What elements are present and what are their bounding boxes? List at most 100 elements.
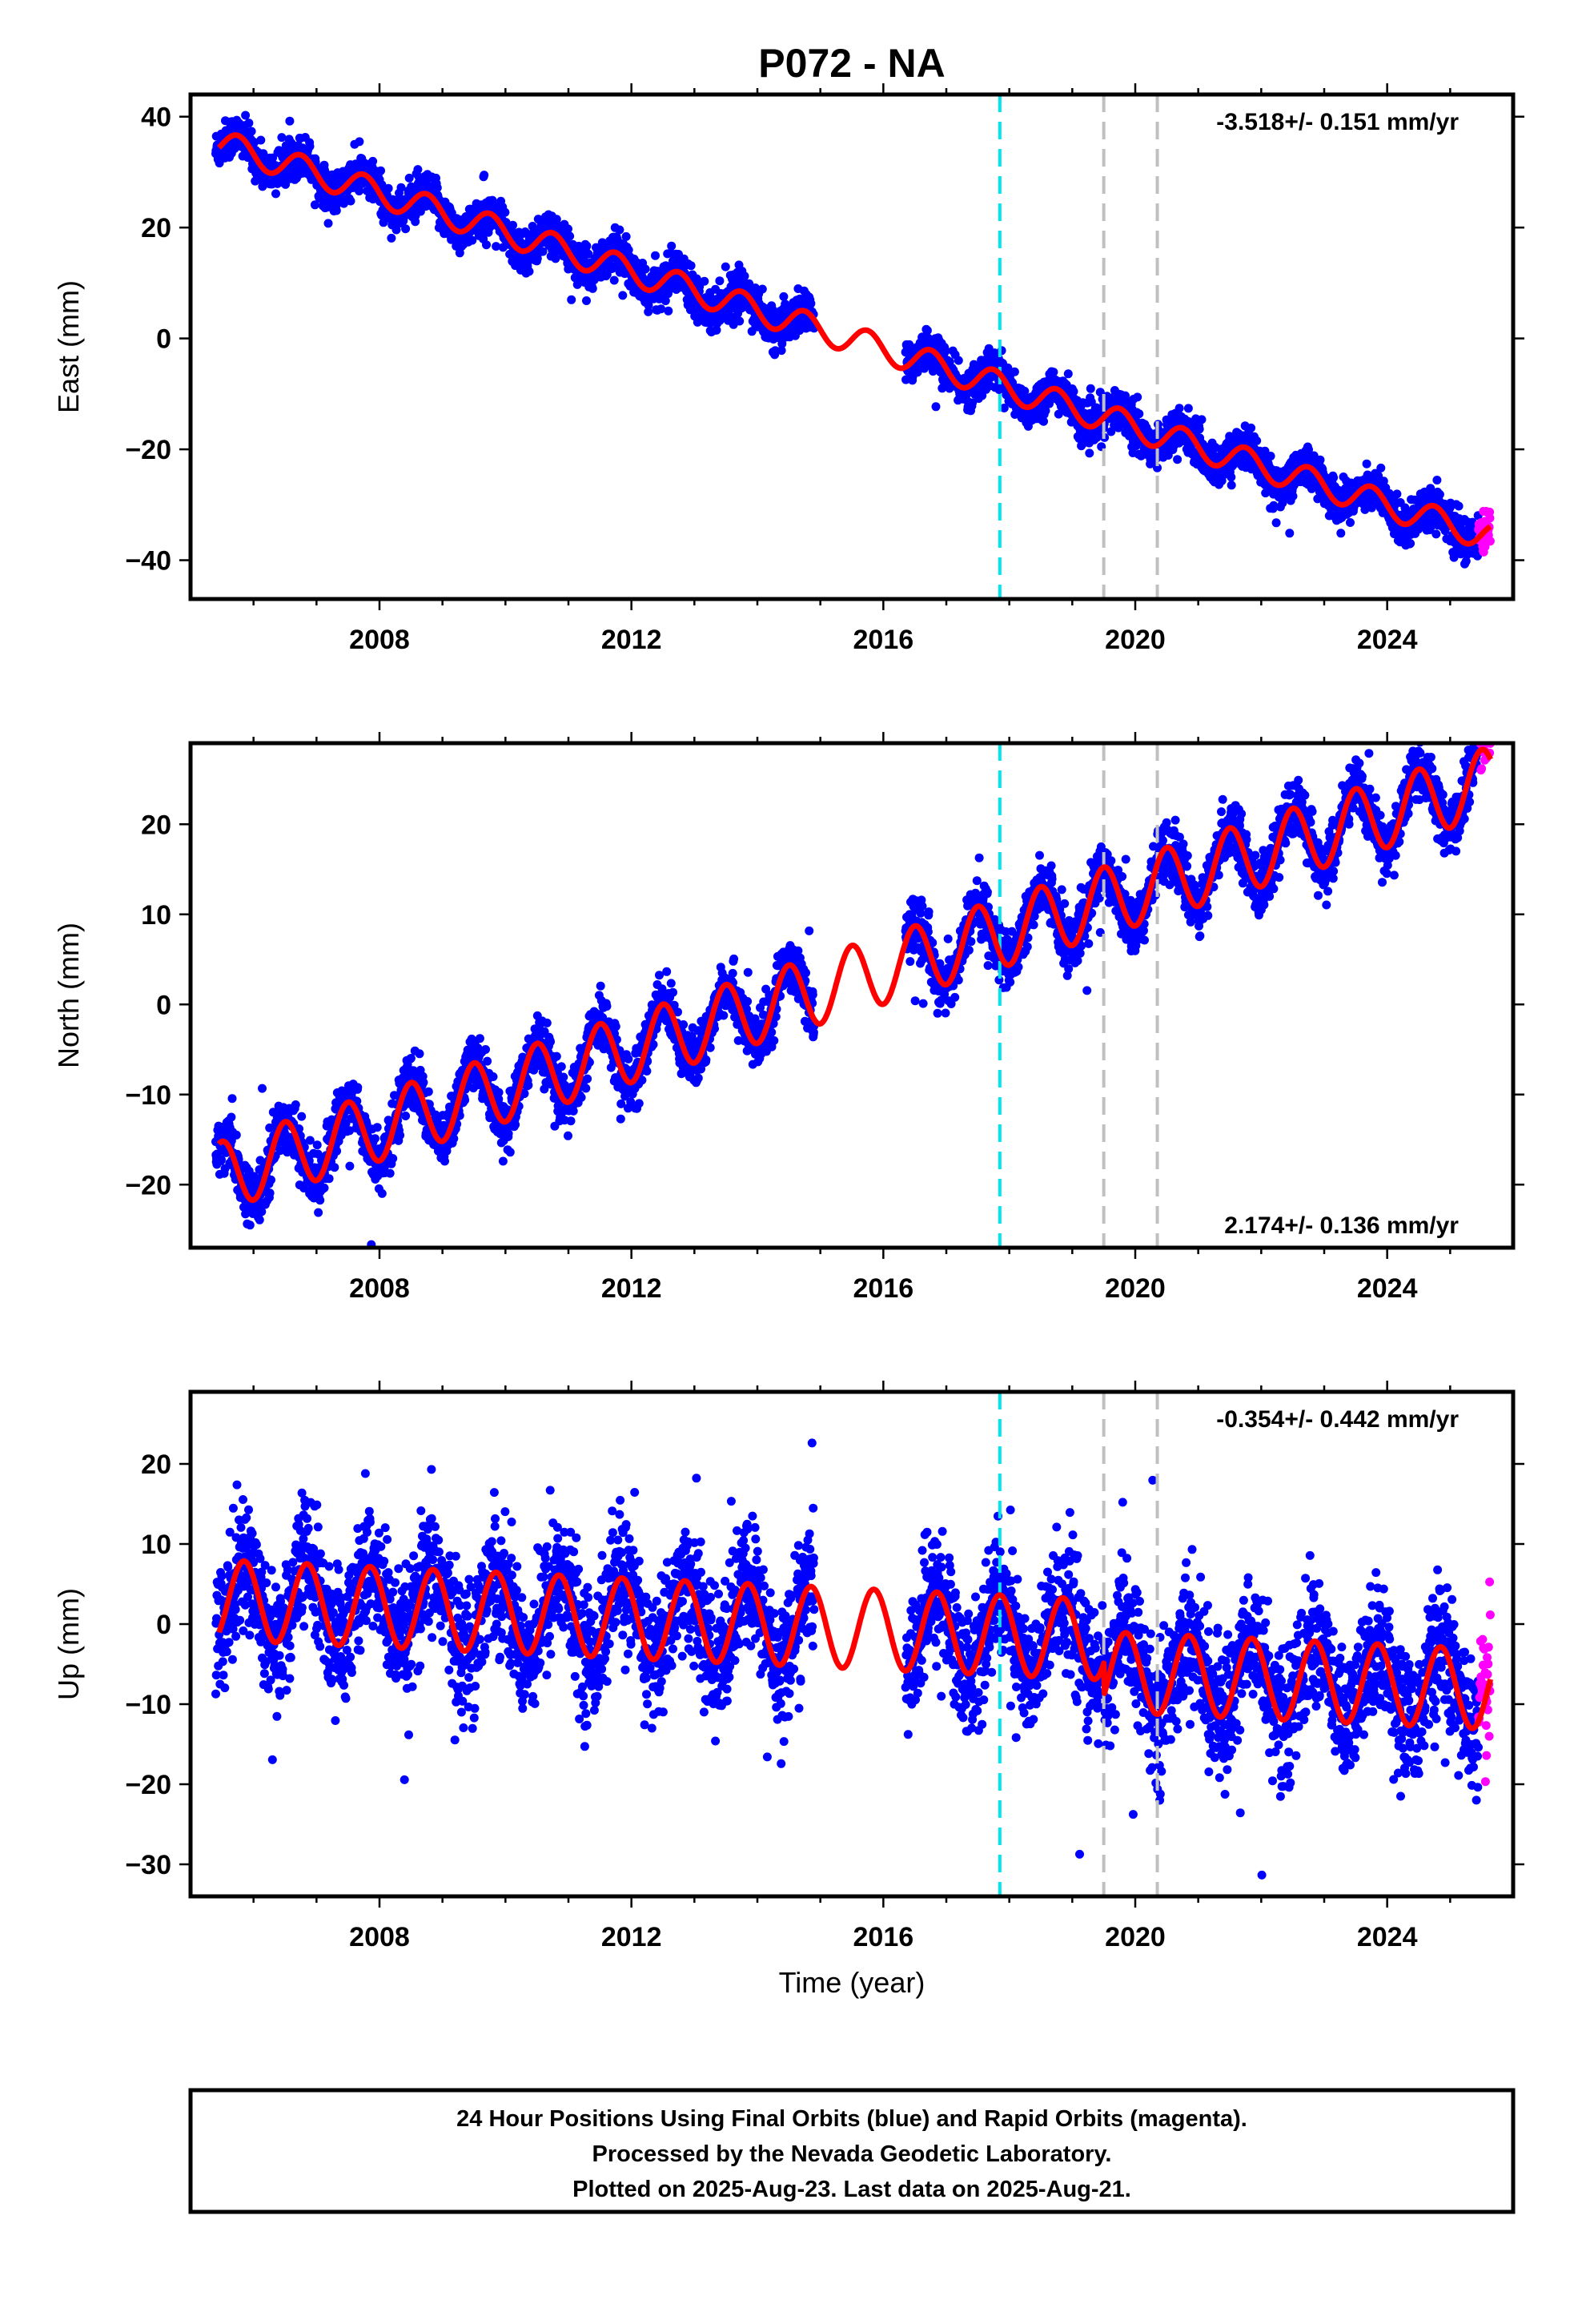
plot-area: [211, 743, 1495, 1262]
data-point: [582, 241, 592, 251]
data-point: [700, 276, 709, 286]
data-point: [1252, 436, 1262, 445]
data-point: [256, 135, 266, 145]
data-point: [777, 346, 786, 356]
data-point: [241, 111, 251, 120]
data-point: [315, 1196, 325, 1205]
data-point: [656, 304, 666, 314]
data-point: [355, 187, 364, 195]
plot-frame: [188, 92, 1516, 601]
data-point: [624, 245, 633, 255]
data-point: [265, 1188, 275, 1198]
data-point: [712, 325, 721, 335]
data-point: [1069, 387, 1078, 396]
data-point: [1376, 463, 1386, 472]
data-point: [770, 346, 780, 356]
data-point: [582, 296, 591, 305]
data-point: [1392, 489, 1402, 499]
data-point: [227, 1094, 237, 1104]
data-point: [1271, 518, 1281, 528]
data-point: [1227, 480, 1236, 490]
data-point: [377, 1188, 387, 1198]
data-point: [330, 1163, 339, 1172]
data-point: [564, 224, 572, 234]
data-point: [1086, 384, 1095, 393]
data-point: [1315, 455, 1325, 464]
data-point: [1432, 476, 1442, 485]
data-point: [1266, 452, 1275, 460]
y-tick-label: 0: [156, 324, 171, 355]
data-point: [372, 1123, 382, 1132]
data-point: [482, 240, 491, 250]
data-point: [227, 1112, 236, 1122]
data-point: [538, 247, 548, 256]
data-point: [363, 186, 371, 195]
y-tick-label: −40: [125, 546, 171, 577]
data-point: [285, 116, 295, 126]
data-point: [324, 1174, 334, 1184]
data-point: [922, 326, 932, 336]
data-point: [721, 262, 730, 271]
plot-area: [211, 94, 1495, 599]
data-point: [388, 1154, 398, 1164]
y-tick-label: 40: [141, 103, 171, 133]
data-point: [396, 1131, 405, 1140]
data-point: [245, 1220, 255, 1230]
data-point: [615, 225, 624, 235]
x-tick-label: 2012: [601, 625, 662, 655]
data-point: [524, 267, 534, 276]
data-point: [1435, 489, 1444, 499]
data-point: [757, 284, 767, 294]
data-point: [345, 1161, 355, 1171]
data-point: [424, 1087, 433, 1096]
x-tick-label: 2008: [349, 625, 410, 655]
data-point: [404, 173, 414, 183]
data-point: [396, 183, 406, 192]
data-point: [524, 256, 533, 266]
data-point: [567, 295, 576, 304]
data-point: [239, 1253, 247, 1262]
data-point: [735, 316, 745, 326]
data-point: [715, 276, 725, 286]
y-tick-label: 20: [141, 213, 171, 243]
y-tick-label: −20: [125, 435, 171, 465]
data-point: [552, 215, 561, 224]
data-point: [432, 183, 442, 192]
data-point: [1195, 424, 1204, 434]
data-point: [401, 1112, 411, 1120]
data-point: [667, 241, 677, 251]
data-point: [644, 307, 653, 316]
data-point: [640, 264, 650, 274]
data-point: [255, 1215, 264, 1224]
data-point: [247, 127, 256, 136]
data-point: [777, 339, 787, 348]
data-point: [346, 196, 355, 206]
x-tick-label: 2024: [1357, 625, 1418, 655]
data-point: [305, 142, 315, 151]
data-point: [370, 1134, 379, 1144]
data-point: [310, 200, 319, 210]
data-point: [588, 283, 597, 293]
data-point: [1174, 404, 1184, 413]
data-point: [1010, 367, 1019, 376]
data-point: [1454, 501, 1464, 511]
data-point: [319, 1183, 329, 1192]
data-point: [331, 206, 341, 215]
data-point: [480, 171, 489, 180]
data-point: [258, 1084, 267, 1093]
data-point: [291, 1100, 300, 1109]
data-point: [1431, 529, 1441, 539]
data-point: [1285, 529, 1295, 538]
rapid-data-point: [1485, 537, 1495, 546]
data-point: [1063, 369, 1073, 379]
data-point: [376, 166, 385, 175]
data-point: [1329, 473, 1339, 482]
rate-label: -3.518+/- 0.151 mm/yr: [1216, 109, 1459, 135]
data-point: [1288, 492, 1298, 501]
data-point: [508, 220, 517, 230]
data-point: [779, 292, 789, 301]
data-point: [413, 165, 423, 175]
